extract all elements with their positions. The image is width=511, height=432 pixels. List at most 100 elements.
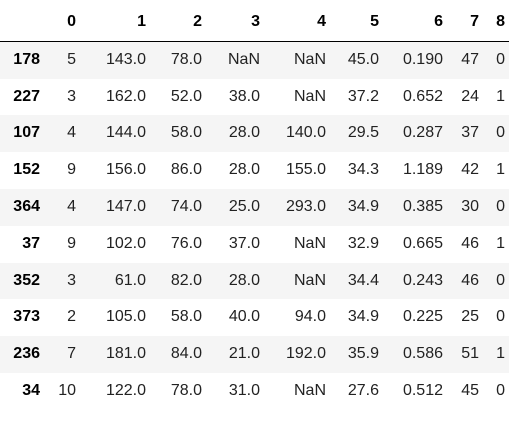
table-cell: 32.9 xyxy=(347,234,379,252)
table-cell: 293.0 xyxy=(285,197,326,215)
table-cell: 34.3 xyxy=(347,161,379,179)
table-cell: 30 xyxy=(461,197,479,215)
table-cell: 0.586 xyxy=(402,345,443,363)
table-cell: 45.0 xyxy=(347,50,379,68)
column-header: 5 xyxy=(330,4,383,42)
column-header: 3 xyxy=(206,4,264,42)
table-cell: 0 xyxy=(496,124,505,142)
table-cell: 84.0 xyxy=(170,345,202,363)
table-cell: 21.0 xyxy=(228,345,260,363)
table-row: 364 4 147.0 74.0 25.0 293.0 34.9 0.385 30 0 xyxy=(0,188,509,226)
table-cell: 27.6 xyxy=(347,381,379,399)
row-index: 37 xyxy=(22,234,40,252)
table-cell: 37.2 xyxy=(347,87,379,105)
table-cell: 86.0 xyxy=(170,161,202,179)
table-cell: 24 xyxy=(461,87,479,105)
header-row: 0 1 2 3 4 5 6 7 8 xyxy=(0,4,509,42)
table-row: 37 9 102.0 76.0 37.0 NaN 32.9 0.665 46 1 xyxy=(0,225,509,263)
table-cell: 78.0 xyxy=(170,50,202,68)
table-cell: 78.0 xyxy=(170,381,202,399)
table-cell: 28.0 xyxy=(228,271,260,289)
table-cell: 5 xyxy=(67,50,76,68)
row-index: 364 xyxy=(13,197,40,215)
table-cell: 4 xyxy=(67,124,76,142)
table-cell: 76.0 xyxy=(170,234,202,252)
table-cell: 46 xyxy=(461,271,479,289)
table-cell: 181.0 xyxy=(105,345,146,363)
row-index: 34 xyxy=(22,381,40,399)
table-cell: 105.0 xyxy=(105,308,146,326)
table-row: 152 9 156.0 86.0 28.0 155.0 34.3 1.189 42 1 xyxy=(0,152,509,189)
table-cell: 0 xyxy=(496,271,505,289)
table-cell: 4 xyxy=(67,197,76,215)
table-cell: 58.0 xyxy=(170,308,202,326)
table-cell: 0.385 xyxy=(402,197,443,215)
table-cell: 1 xyxy=(496,87,505,105)
table-cell: 34.4 xyxy=(347,271,379,289)
table-cell: 7 xyxy=(67,345,76,363)
index-header xyxy=(0,4,44,42)
table-cell: NaN xyxy=(293,234,326,252)
table-cell: 0 xyxy=(496,308,505,326)
table-cell: 156.0 xyxy=(105,161,146,179)
table-cell: 1 xyxy=(496,161,505,179)
table-cell: 42 xyxy=(461,161,479,179)
table-cell: 31.0 xyxy=(228,381,260,399)
column-header: 8 xyxy=(483,4,509,42)
column-header: 6 xyxy=(383,4,447,42)
table-cell: 29.5 xyxy=(347,124,379,142)
column-header: 7 xyxy=(447,4,483,42)
table-cell: NaN xyxy=(293,50,326,68)
row-index: 373 xyxy=(13,308,40,326)
row-index: 152 xyxy=(13,161,40,179)
table-cell: 0.287 xyxy=(402,124,443,142)
table-row: 352 3 61.0 82.0 28.0 NaN 34.4 0.243 46 0 xyxy=(0,262,509,300)
table-cell: 40.0 xyxy=(228,308,260,326)
table-row: 34 10 122.0 78.0 31.0 NaN 27.6 0.512 45 0 xyxy=(0,372,509,410)
table-cell: NaN xyxy=(293,381,326,399)
table-cell: 0.512 xyxy=(402,381,443,399)
table-cell: 1 xyxy=(496,345,505,363)
table-row: 107 4 144.0 58.0 28.0 140.0 29.5 0.287 37 0 xyxy=(0,115,509,153)
table-cell: NaN xyxy=(293,271,326,289)
table-cell: 3 xyxy=(67,271,76,289)
table-cell: 0.190 xyxy=(402,50,443,68)
table-cell: 58.0 xyxy=(170,124,202,142)
table-cell: 34.9 xyxy=(347,308,379,326)
column-header: 2 xyxy=(150,4,206,42)
table-cell: 102.0 xyxy=(105,234,146,252)
table-row: 178 5 143.0 78.0 NaN NaN 45.0 0.190 47 0 xyxy=(0,41,509,79)
table-cell: 143.0 xyxy=(105,50,146,68)
table-cell: NaN xyxy=(227,50,260,68)
table-cell: 37.0 xyxy=(228,234,260,252)
table-cell: 162.0 xyxy=(105,87,146,105)
table-cell: 94.0 xyxy=(294,308,326,326)
table-cell: 25.0 xyxy=(228,197,260,215)
table-cell: 35.9 xyxy=(347,345,379,363)
table-cell: 52.0 xyxy=(170,87,202,105)
column-header: 0 xyxy=(44,4,80,42)
table-cell: 0.225 xyxy=(402,308,443,326)
table-cell: 122.0 xyxy=(105,381,146,399)
table-cell: 9 xyxy=(67,161,76,179)
column-header: 1 xyxy=(80,4,150,42)
table-row: 236 7 181.0 84.0 21.0 192.0 35.9 0.586 51 1 xyxy=(0,336,509,373)
table-body: 178 5 143.0 78.0 NaN NaN 45.0 0.190 47 0 227 3 162.0… xyxy=(0,41,509,410)
table-cell: 28.0 xyxy=(228,124,260,142)
table-cell: 0.665 xyxy=(402,234,443,252)
table-cell: 144.0 xyxy=(105,124,146,142)
table-cell: 46 xyxy=(461,234,479,252)
table-cell: 37 xyxy=(461,124,479,142)
row-index: 227 xyxy=(13,87,40,105)
column-header: 4 xyxy=(264,4,330,42)
table-cell: 10 xyxy=(58,381,76,399)
table-cell: 3 xyxy=(67,87,76,105)
table-cell: NaN xyxy=(293,87,326,105)
table-cell: 140.0 xyxy=(285,124,326,142)
row-index: 236 xyxy=(13,345,40,363)
table-cell: 0 xyxy=(496,381,505,399)
table-cell: 155.0 xyxy=(285,161,326,179)
table-cell: 2 xyxy=(67,308,76,326)
dataframe-table: 0 1 2 3 4 5 6 7 8 178 5 143.0 78.0 NaN NaN 45.… xyxy=(0,4,509,410)
table-cell: 0 xyxy=(496,50,505,68)
